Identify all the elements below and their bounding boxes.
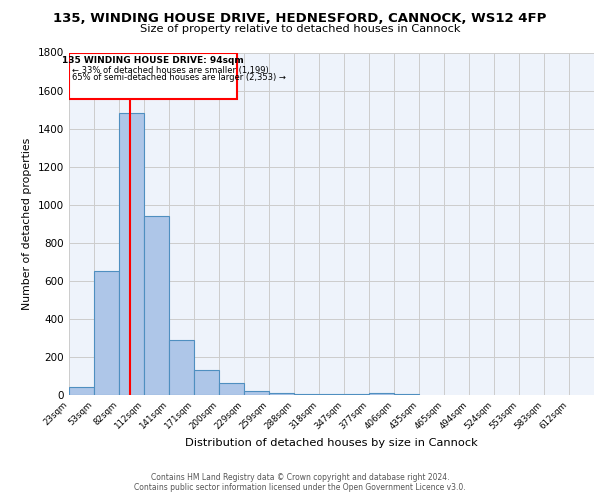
Bar <box>69 388 94 395</box>
Text: 65% of semi-detached houses are larger (2,353) →: 65% of semi-detached houses are larger (… <box>73 74 286 82</box>
Bar <box>194 370 219 395</box>
Text: Size of property relative to detached houses in Cannock: Size of property relative to detached ho… <box>140 24 460 34</box>
Y-axis label: Number of detached properties: Number of detached properties <box>22 138 32 310</box>
Text: Contains HM Land Registry data © Crown copyright and database right 2024.: Contains HM Land Registry data © Crown c… <box>151 474 449 482</box>
FancyBboxPatch shape <box>69 52 237 98</box>
Bar <box>94 272 119 395</box>
Bar <box>294 394 319 395</box>
Bar <box>219 382 244 395</box>
Bar <box>319 394 344 395</box>
Text: ← 33% of detached houses are smaller (1,199): ← 33% of detached houses are smaller (1,… <box>73 66 269 75</box>
Bar <box>394 394 419 395</box>
Bar <box>119 114 144 395</box>
Bar <box>344 394 369 395</box>
Text: 135, WINDING HOUSE DRIVE, HEDNESFORD, CANNOCK, WS12 4FP: 135, WINDING HOUSE DRIVE, HEDNESFORD, CA… <box>53 12 547 26</box>
Bar <box>369 392 394 395</box>
Bar <box>244 391 269 395</box>
Bar <box>269 393 294 395</box>
Text: 135 WINDING HOUSE DRIVE: 94sqm: 135 WINDING HOUSE DRIVE: 94sqm <box>62 56 244 65</box>
Bar <box>144 216 169 395</box>
Text: Contains public sector information licensed under the Open Government Licence v3: Contains public sector information licen… <box>134 484 466 492</box>
Bar <box>169 340 194 395</box>
X-axis label: Distribution of detached houses by size in Cannock: Distribution of detached houses by size … <box>185 438 478 448</box>
